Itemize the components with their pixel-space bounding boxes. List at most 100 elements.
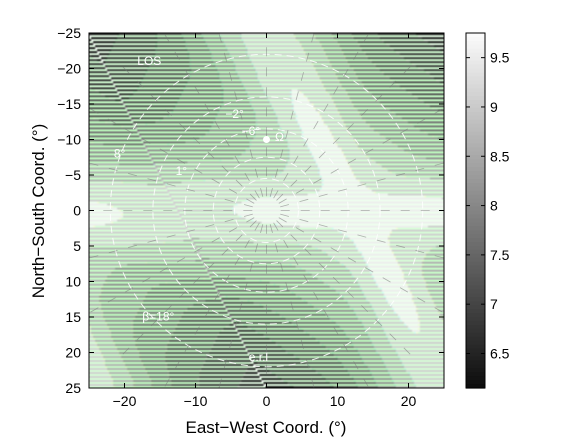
- radial-line: [278, 217, 444, 314]
- axes: −20 −10 0 10 20 −25 −20 −15 −10 −5 0 5 10 15 20 25: [57, 25, 445, 409]
- colorbar-band: [466, 40, 485, 46]
- colorbar-band: [466, 198, 485, 204]
- colorbar-band: [466, 253, 485, 259]
- colorbar-band: [466, 80, 485, 85]
- annotation-label: LOS: [137, 54, 161, 68]
- annotation-label: β=18°: [142, 310, 174, 324]
- radial-line: [273, 222, 370, 388]
- colorbar-tick-label: 9.5: [490, 50, 510, 66]
- colorbar-band: [466, 194, 485, 200]
- colorbar-band: [466, 178, 485, 184]
- colorbar-band: [466, 135, 485, 141]
- colorbar-band: [466, 324, 485, 330]
- colorbar-band: [466, 273, 485, 279]
- radial-line: [278, 107, 444, 204]
- colorbar-band: [466, 171, 485, 176]
- radial-line: [269, 224, 315, 388]
- colorbar-band: [466, 261, 485, 267]
- colorbar-band: [466, 147, 485, 152]
- colorbar-band: [466, 127, 485, 133]
- colorbar-band: [466, 293, 485, 298]
- colorbar-band: [466, 218, 485, 223]
- colorbar-band: [466, 336, 485, 342]
- colorbar-band: [466, 48, 485, 54]
- colorbar-band: [466, 305, 485, 310]
- plot-area: LOS 8° 1° −2° −6° Ωβ=18° e.r.l: [89, 33, 444, 388]
- colorbar-band: [466, 328, 485, 334]
- colorbar-tick-label: 9: [490, 99, 498, 115]
- x-tick-label: −20: [113, 393, 137, 409]
- radial-line: [280, 213, 444, 259]
- colorbar-band: [466, 234, 485, 239]
- radial-line: [89, 213, 253, 259]
- colorbar-band: [466, 289, 485, 294]
- radial-line: [269, 33, 315, 197]
- colorbar-band: [466, 332, 485, 338]
- colorbar-band: [466, 92, 485, 97]
- colorbar-band: [466, 380, 485, 385]
- y-tick-label: −15: [57, 96, 81, 112]
- colorbar-band: [466, 123, 485, 129]
- annotation-label: e.r.l: [249, 350, 268, 364]
- y-tick-label: −20: [57, 61, 81, 77]
- y-tick-label: 25: [65, 380, 81, 396]
- colorbar-band: [466, 317, 485, 322]
- colorbar-band: [466, 360, 485, 365]
- colorbar-band: [466, 104, 485, 109]
- colorbar-tick-label: 8.5: [490, 148, 510, 164]
- colorbar-band: [466, 214, 485, 219]
- colorbar-band: [466, 182, 485, 188]
- colorbar: 6.5 7 7.5 8 8.5 9 9.5: [465, 32, 510, 389]
- colorbar-band: [466, 309, 485, 314]
- colorbar-band: [466, 340, 485, 346]
- y-tick-label: 10: [65, 274, 81, 290]
- colorbar-band: [466, 159, 485, 164]
- colorbar-band: [466, 163, 485, 168]
- colorbar-band: [466, 56, 485, 62]
- colorbar-band: [466, 238, 485, 243]
- radial-line: [89, 217, 255, 314]
- colorbar-band: [466, 368, 485, 373]
- colorbar-band: [466, 297, 485, 302]
- colorbar-band: [466, 249, 485, 255]
- colorbar-band: [466, 226, 485, 231]
- colorbar-band: [466, 285, 485, 290]
- radial-line: [276, 220, 418, 362]
- radial-line: [273, 33, 370, 199]
- colorbar-band: [466, 313, 485, 318]
- colorbar-band: [466, 84, 485, 89]
- colorbar-frame: [465, 32, 486, 389]
- annotation-label: 1°: [176, 164, 188, 178]
- y-tick-label: 0: [73, 203, 81, 219]
- radial-line: [280, 162, 444, 208]
- radial-line: [89, 107, 255, 204]
- colorbar-band: [466, 257, 485, 263]
- colorbar-band: [466, 33, 485, 38]
- colorbar-band: [466, 139, 485, 145]
- y-tick-label: 15: [65, 309, 81, 325]
- annotation-label: −6°: [242, 124, 261, 138]
- colorbar-band: [466, 352, 485, 358]
- x-tick-label: 0: [263, 393, 271, 409]
- colorbar-band: [466, 242, 485, 247]
- colorbar-tick-label: 7: [490, 296, 498, 312]
- y-axis-label: North−South Coord. (°): [29, 124, 48, 299]
- colorbar-band: [466, 167, 485, 172]
- colorbar-band: [466, 60, 485, 66]
- colorbar-tick-label: 8: [490, 198, 498, 214]
- annotation-label: 8°: [114, 146, 126, 160]
- radial-line: [115, 220, 257, 362]
- colorbar-band: [466, 111, 485, 117]
- x-tick-label: −10: [184, 393, 208, 409]
- y-tick-label: −10: [57, 132, 81, 148]
- colorbar-band: [466, 119, 485, 125]
- colorbar-tick-label: 7.5: [490, 247, 510, 263]
- colorbar-band: [466, 115, 485, 121]
- colorbar-band: [466, 301, 485, 306]
- x-axis-label: East−West Coord. (°): [186, 418, 347, 437]
- colorbar-band: [466, 246, 485, 251]
- x-tick-label: 10: [330, 393, 346, 409]
- colorbar-band: [466, 277, 485, 283]
- colorbar-band: [466, 76, 485, 81]
